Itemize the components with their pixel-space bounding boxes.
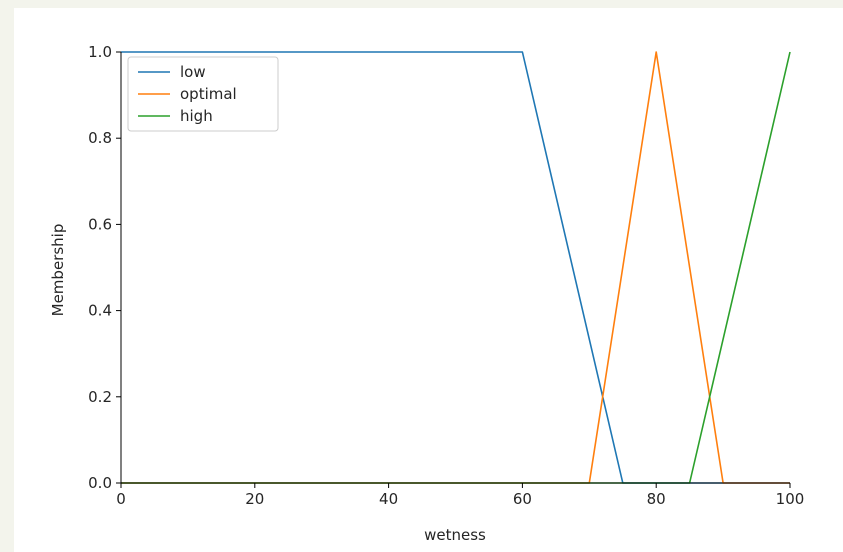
x-tick-label-40: 40 [379,490,398,508]
x-tick-label-100: 100 [776,490,805,508]
legend-label-optimal: optimal [180,85,237,103]
y-tick-label-0: 0.0 [88,474,112,492]
y-tick-label-3: 0.6 [88,215,112,233]
legend-box [127,56,279,132]
legend: low optimal high [127,56,279,132]
y-tick-label-2: 0.4 [88,302,112,320]
y-axis-label: Membership [49,224,67,317]
legend-label-low: low [180,63,206,81]
x-axis-label: wetness [424,526,486,544]
legend-label-high: high [180,107,213,125]
y-tick-label-1: 0.2 [88,388,112,406]
chart-frame: 0 20 40 60 80 100 0.0 0.2 0.4 0.6 0.8 1.0 low optima… [14,8,843,552]
membership-chart: 0 20 40 60 80 100 0.0 0.2 0.4 0.6 0.8 1.0 low optima… [49,43,804,544]
y-tick-label-5: 1.0 [88,43,112,61]
x-tick-label-0: 0 [116,490,126,508]
x-tick-label-60: 60 [513,490,532,508]
y-tick-label-4: 0.8 [88,129,112,147]
x-tick-label-20: 20 [245,490,264,508]
x-tick-label-80: 80 [647,490,666,508]
axes-layer: 0 20 40 60 80 100 0.0 0.2 0.4 0.6 0.8 1.0 [88,43,804,508]
